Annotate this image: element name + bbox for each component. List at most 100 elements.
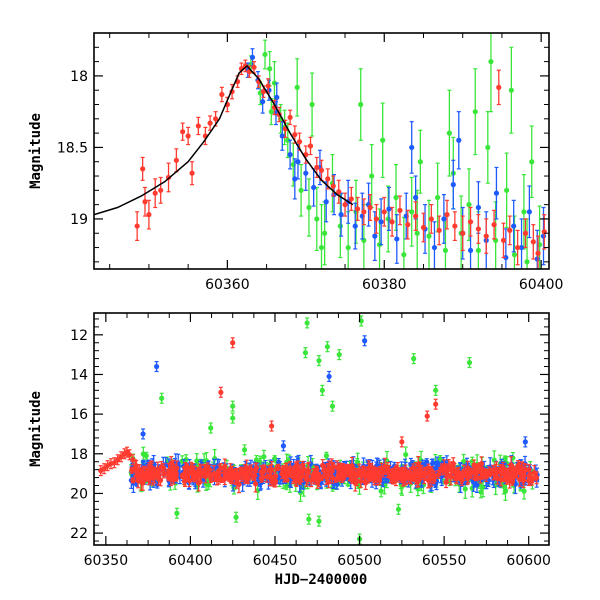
top-red-data-point [212,116,219,122]
top-green-data-point [508,87,514,93]
top-green-data-point [414,230,420,236]
bottom-blue-data-point [424,459,430,465]
top-red-data-point [185,133,191,139]
top-green-data-point [524,259,530,265]
top-blue-data-point [303,170,309,176]
top-green-data-point [409,209,415,215]
bottom-red-data-point [513,470,519,476]
bottom-red-data-point [326,479,332,485]
bottom-red-data-point [300,466,307,473]
bottom-red-data-point [130,477,136,484]
top-red-data-point [361,209,367,215]
top-green-data-point [435,194,441,201]
bottom-red-data-point [482,469,488,475]
top-blue-data-point [260,99,266,105]
top-green-data-point [485,144,491,151]
bottom-red-data-point [509,479,515,485]
top-green-data-point [306,204,312,211]
top-red-data-point [381,209,387,215]
top-red-data-point [420,224,427,231]
top-green-data-point [262,51,268,58]
bottom-red-data-point [219,477,225,483]
top-green-data-point [285,137,291,143]
top-x-tick-label: 60360 [205,277,250,293]
bottom-green-data-point [194,458,200,464]
bottom-green-data-point [253,457,260,463]
top-blue-data-point [274,94,280,100]
top-x-tick-label: 60400 [519,277,564,293]
top-green-data-point [417,159,423,165]
top-red-data-point [207,120,213,126]
bottom-red-data-point [435,471,442,478]
top-red-data-point [146,212,152,218]
top-red-data-point [336,189,342,195]
top-red-data-point [287,114,293,120]
top-red-data-point [530,239,536,245]
top-green-data-point [358,101,364,108]
bottom-red-data-point [320,462,326,468]
top-red-data-point [491,222,497,228]
top-red-data-point [507,227,513,233]
top-green-data-point [529,159,535,165]
top-green-data-point [380,137,386,143]
bottom-red-data-point [373,468,379,475]
top-red-data-point [251,64,257,70]
top-red-data-point [292,131,298,138]
top-red-data-point [467,219,474,225]
top-red-data-point [307,143,314,149]
top-blue-data-point [526,209,532,215]
bottom-red-data-point [371,475,377,481]
bottom-green-data-point [502,456,508,462]
top-red-data-point [367,204,373,211]
top-red-data-point [428,216,434,222]
top-blue-data-point [287,151,293,158]
top-red-data-point [460,230,466,236]
top-red-data-point [452,223,458,229]
top-green-data-point [271,80,278,86]
bottom-red-data-point [250,474,257,481]
top-red-data-point [535,250,541,256]
top-panel-data [94,33,547,269]
top-green-data-point [521,209,527,215]
top-blue-data-point [372,233,378,239]
bottom-red-data-point [336,469,343,475]
top-red-data-point [515,244,521,251]
bottom-red-data-point [396,473,402,480]
bottom-blue-data-point [474,482,480,488]
bottom-red-data-point [471,463,477,469]
top-red-data-point [500,237,507,243]
top-blue-data-point [450,182,456,188]
bottom-red-data-point [440,467,446,473]
top-blue-data-point [394,236,400,242]
top-red-data-point [173,157,179,163]
top-blue-data-point [249,54,256,60]
top-red-data-point [496,84,502,90]
top-red-data-point [397,207,403,213]
top-red-data-point [296,139,303,145]
bottom-red-data-point [533,475,540,481]
top-green-data-point [504,187,510,193]
top-green-data-point [318,244,325,251]
bottom-red-data-point [297,478,303,484]
top-green-data-point [475,247,481,254]
top-green-data-point [472,109,478,115]
top-red-data-point [348,196,354,202]
top-red-data-point [475,226,481,232]
top-blue-data-point [292,176,298,182]
top-green-data-point [442,247,449,254]
top-blue-data-point [511,223,517,229]
top-red-data-point [413,213,419,219]
bottom-green-data-point [403,451,409,458]
bottom-green-data-point [183,456,189,463]
bottom-red-data-point [445,472,451,479]
top-red-data-point [265,83,271,89]
top-red-data-point [342,202,348,208]
bottom-red-data-point [380,469,386,475]
bottom-red-data-point [274,465,280,471]
top-green-data-point [322,230,328,236]
top-green-data-point [314,216,320,222]
top-green-data-point [426,233,432,239]
top-y-tick-label: 18 [70,69,88,85]
top-red-data-point [405,222,411,228]
top-red-data-point [314,164,320,171]
